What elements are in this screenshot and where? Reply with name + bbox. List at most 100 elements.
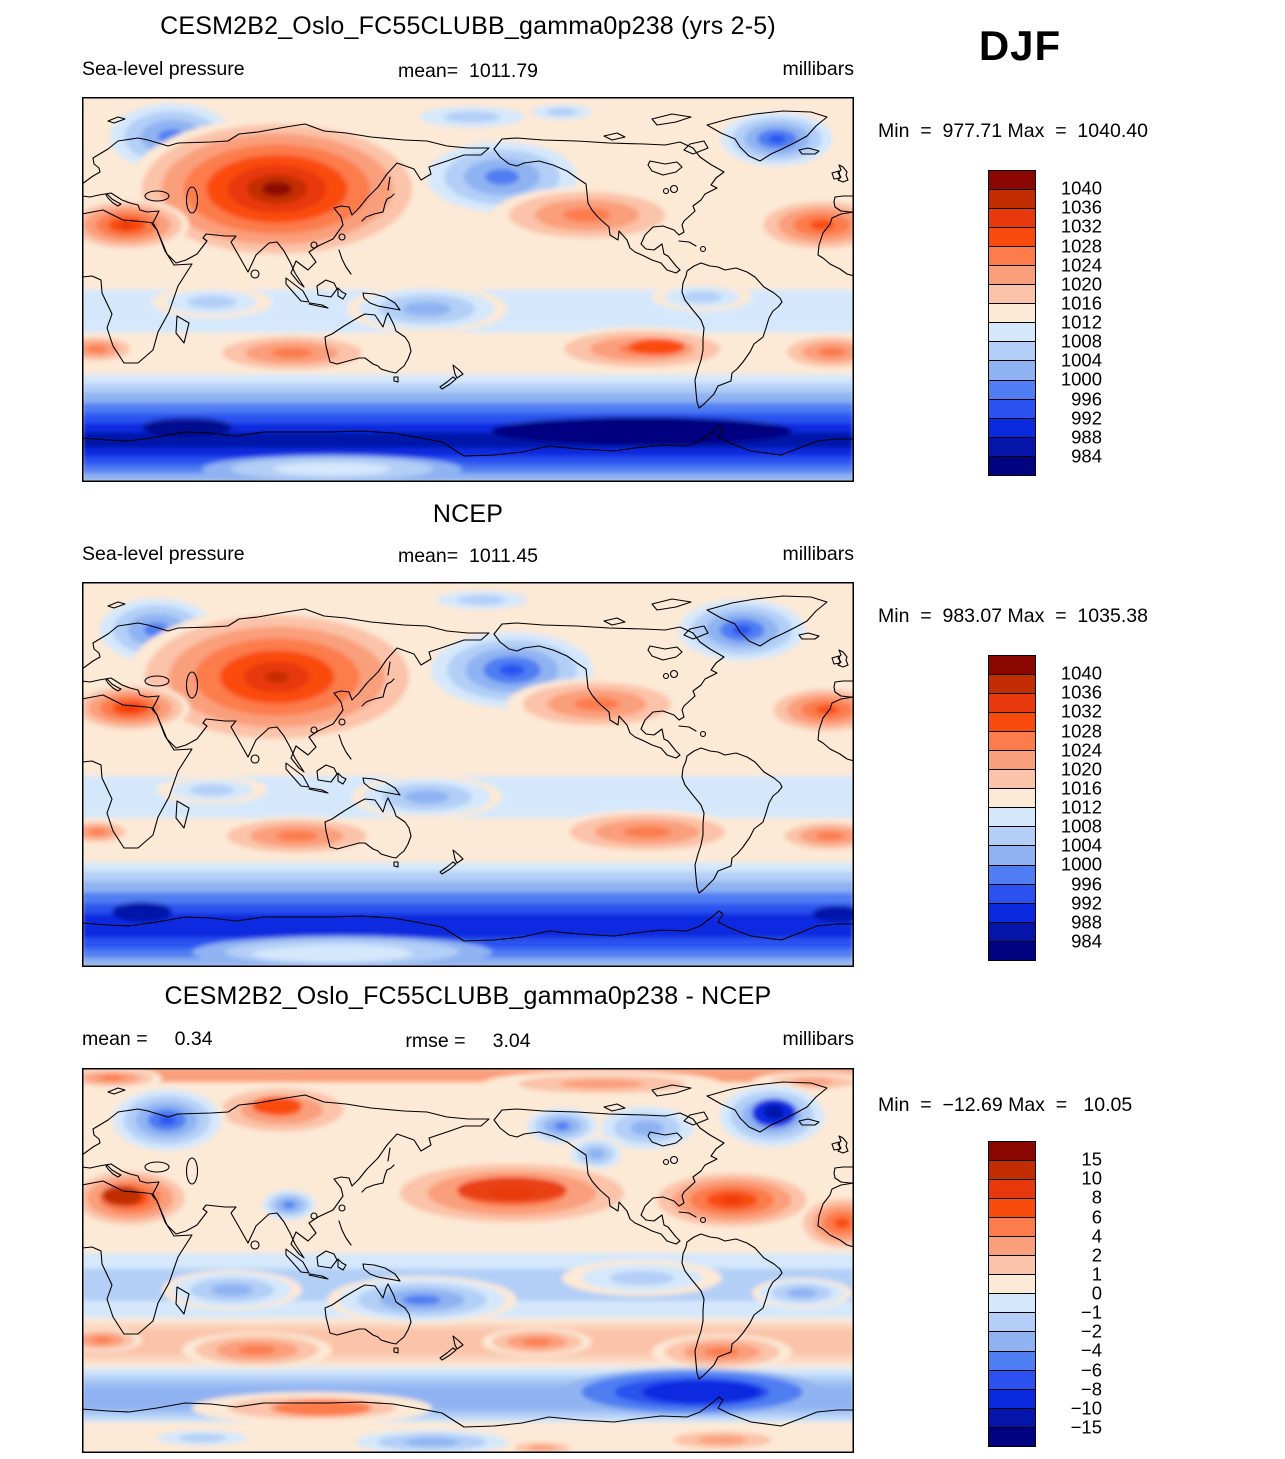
panel2-field-label: Sea-level pressure	[82, 543, 245, 565]
colorbar-tick-label: −1	[1080, 1301, 1102, 1323]
panel1-minmax: Min = 977.71 Max = 1040.40	[878, 120, 1148, 142]
colorbar-cell	[988, 1141, 1036, 1162]
colorbar-tick-label: 1024	[1060, 254, 1102, 276]
colorbar-tick-label: 1040	[1060, 662, 1102, 684]
panel2-units-label: millibars	[782, 543, 854, 565]
map-panel-difference	[82, 1068, 854, 1453]
colorbar-tick-label: −6	[1080, 1359, 1102, 1381]
colorbar-cell	[988, 417, 1036, 438]
colorbar-tick-label: 8	[1091, 1186, 1102, 1208]
colorbar-cell	[988, 826, 1036, 847]
panel1-units-label: millibars	[782, 58, 854, 80]
panel3-minmax: Min = −12.69 Max = 10.05	[878, 1094, 1133, 1116]
colorbar-cell	[988, 1350, 1036, 1371]
colorbar-cells	[988, 1141, 1036, 1447]
colorbar-tick-label: −10	[1070, 1397, 1102, 1419]
panel1-mean-label: mean= 1011.79	[397, 60, 539, 82]
colorbar-cell	[988, 864, 1036, 885]
colorbar-tick-label: 1008	[1060, 815, 1102, 837]
colorbar-cell	[988, 189, 1036, 210]
colorbar-cell	[988, 170, 1036, 191]
colorbar-tick-label: 988	[1071, 911, 1102, 933]
colorbar-tick-label: −15	[1070, 1416, 1102, 1438]
world-map-diff-svg	[82, 1068, 854, 1453]
colorbar-tick-label: 1004	[1060, 349, 1102, 371]
colorbar-cell	[988, 1407, 1036, 1428]
map-border	[82, 582, 854, 967]
colorbar-tick-label: 10	[1081, 1167, 1102, 1189]
colorbar-tick-label: 1012	[1060, 311, 1102, 333]
colorbar-cell	[988, 1388, 1036, 1409]
colorbar-tick-label: 1012	[1060, 796, 1102, 818]
colorbar-cell	[988, 1369, 1036, 1390]
colorbar-tick-label: 1036	[1060, 196, 1102, 218]
colorbar-tick-label: 1	[1091, 1263, 1102, 1285]
season-label: DJF	[978, 22, 1062, 69]
colorbar-tick-label: 1020	[1060, 273, 1102, 295]
panel2-minmax: Min = 983.07 Max = 1035.38	[878, 605, 1148, 627]
colorbar-tick-label: 1036	[1060, 681, 1102, 703]
world-map-model-svg	[82, 97, 854, 482]
colorbar-cell	[988, 265, 1036, 286]
colorbar-tick-label: 1028	[1060, 235, 1102, 257]
colorbar-cell	[988, 902, 1036, 923]
colorbar-cell	[988, 1312, 1036, 1333]
panel1-title: CESM2B2_Oslo_FC55CLUBB_gamma0p238 (yrs 2…	[160, 12, 776, 40]
difference-field	[82, 1068, 854, 1453]
colorbar-tick-label: −2	[1080, 1320, 1102, 1342]
map-border	[82, 1068, 854, 1453]
colorbar-cell	[988, 1198, 1036, 1219]
colorbar-tick-label: 1000	[1060, 368, 1102, 390]
colorbar-ncep: 1040 1036 1032 1028 1024 1020 1016 1012 1008 1004…	[988, 655, 1102, 961]
colorbar-tick-label: 1004	[1060, 834, 1102, 856]
panel2-title: NCEP	[432, 500, 504, 528]
colorbar-cell	[988, 1236, 1036, 1257]
colorbar-tick-label: 1040	[1060, 177, 1102, 199]
colorbar-tick-label: 1020	[1060, 758, 1102, 780]
colorbar-cell	[988, 731, 1036, 752]
panel3-title: CESM2B2_Oslo_FC55CLUBB_gamma0p238 - NCEP	[164, 982, 772, 1010]
colorbar-cell	[988, 807, 1036, 828]
colorbar-cell	[988, 1274, 1036, 1295]
colorbar-tick-label: 984	[1071, 445, 1102, 467]
colorbar-cell	[988, 455, 1036, 476]
colorbar-cell	[988, 1426, 1036, 1447]
colorbar-cell	[988, 1179, 1036, 1200]
colorbar-cell	[988, 341, 1036, 362]
colorbar-cells	[988, 170, 1036, 476]
colorbar-cell	[988, 398, 1036, 419]
colorbar-cell	[988, 845, 1036, 866]
colorbar-tick-label: 992	[1071, 892, 1102, 914]
colorbar-difference: 15 10 8 6 4 2 1 0 −1 −2 −4 −6 −8 −10 −15	[988, 1141, 1102, 1447]
colorbar-cell	[988, 284, 1036, 305]
colorbar-tick-label: 1032	[1060, 700, 1102, 722]
colorbar-tick-label: −8	[1080, 1378, 1102, 1400]
colorbar-tick-label: −4	[1080, 1339, 1102, 1361]
colorbar-tick-label: 1008	[1060, 330, 1102, 352]
colorbar-tick-label: 6	[1091, 1206, 1102, 1228]
colorbar-tick-label: 1032	[1060, 215, 1102, 237]
colorbar-cell	[988, 303, 1036, 324]
panel2-mean-label: mean= 1011.45	[397, 545, 539, 567]
colorbar-cell	[988, 208, 1036, 229]
colorbar-tick-label: 1016	[1060, 292, 1102, 314]
colorbar-tick-label: 1028	[1060, 720, 1102, 742]
colorbar-cell	[988, 921, 1036, 942]
colorbar-cell	[988, 769, 1036, 790]
colorbar-cell	[988, 436, 1036, 457]
colorbar-cell	[988, 940, 1036, 961]
colorbar-tick-label: 984	[1071, 930, 1102, 952]
colorbar-cell	[988, 1255, 1036, 1276]
colorbar-cell	[988, 1331, 1036, 1352]
colorbar-cells	[988, 655, 1036, 961]
colorbar-cell	[988, 1217, 1036, 1238]
map-panel-model	[82, 97, 854, 482]
colorbar-model: 1040 1036 1032 1028 1024 1020 1016 1012 1008 1004…	[988, 170, 1102, 476]
panel3-units-label: millibars	[782, 1028, 854, 1050]
colorbar-cell	[988, 693, 1036, 714]
colorbar-cell	[988, 750, 1036, 771]
panel1-subtitle-row: Sea-level pressure mean= 1011.79 milliba…	[82, 58, 854, 82]
colorbar-cell	[988, 322, 1036, 343]
colorbar-labels: 1040 1036 1032 1028 1024 1020 1016 1012 1008 1004…	[1044, 655, 1102, 961]
